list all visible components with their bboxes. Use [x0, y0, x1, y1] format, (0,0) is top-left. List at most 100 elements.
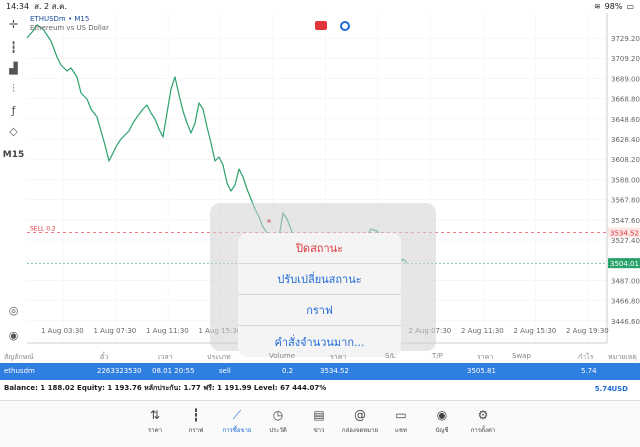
x-tick-label: 2 Aug 15:30 — [514, 327, 557, 335]
sell-quick-button[interactable] — [315, 21, 327, 30]
mailbox-icon: @ — [354, 408, 366, 422]
symbol-label: ETHUSDm • M15 Ethereum vs US Dollar — [30, 15, 109, 32]
sell-price-tag — [608, 227, 640, 238]
row-type: sell — [219, 367, 231, 375]
bar-chart-icon[interactable]: ▟ — [9, 61, 18, 75]
y-tick-label: 3689.00 — [611, 75, 640, 83]
row-open-price: 3534.52 — [320, 367, 349, 375]
x-tick-label: 1 Aug 07:30 — [94, 327, 137, 335]
account-icon: ◉ — [436, 408, 448, 422]
nav-quotes[interactable]: ⇅ ราคา — [135, 407, 175, 435]
symbol-name: ETHUSDm — [30, 15, 66, 23]
y-tick-label: 3527.40 — [611, 237, 640, 245]
bid-price-tag — [608, 258, 640, 269]
objects-icon[interactable]: ◇ — [9, 124, 18, 138]
battery-icon: ▭ — [626, 2, 634, 11]
symbol-description: Ethereum vs US Dollar — [30, 24, 109, 32]
col-profit: กำไร — [578, 353, 594, 361]
y-tick-label: 3567.80 — [611, 197, 640, 205]
nav-label: การซื้อขาย — [222, 427, 252, 434]
trade-table-header: สัญลักษณ์ ตั๋ว เวลา ประเภท Volume ราคา S… — [0, 350, 640, 362]
nav-label: ประวัติ — [269, 427, 287, 434]
col-swap: Swap — [512, 352, 531, 360]
x-tick-label: 1 Aug 03:30 — [41, 327, 84, 335]
indicators-icon[interactable]: ⫶ — [12, 82, 15, 95]
y-tick-label: 3648.60 — [611, 116, 640, 124]
nav-label: แชท — [395, 427, 407, 434]
status-time: 14:34 — [6, 2, 30, 11]
balance-text: Balance: 1 188.02 Equity: 1 193.76 หลักป… — [4, 384, 327, 392]
nav-chat[interactable]: ▭ แชท — [381, 407, 421, 435]
timeframe-button[interactable]: M15 — [2, 150, 25, 160]
status-bar: 14:34 ส. 2 ส.ค. ≋ 98% ▭ — [0, 0, 640, 13]
col-tp: T/P — [432, 352, 443, 360]
quotes-icon: ⇅ — [149, 408, 161, 422]
trade-icon: ⟋ — [232, 408, 242, 422]
y-tick-label: 3547.60 — [611, 217, 640, 225]
nav-account[interactable]: ◉ บัญชี — [422, 407, 462, 435]
battery-level: 98% — [604, 2, 623, 11]
news-icon: ▤ — [313, 408, 325, 422]
symbol-timeframe: M15 — [74, 15, 90, 23]
total-profit: 5.74 — [594, 384, 612, 393]
y-tick-label: 3466.80 — [611, 298, 640, 306]
function-icon[interactable]: ƒ — [11, 103, 16, 117]
history-icon: ◷ — [272, 408, 284, 422]
row-ticket: 2263323530 — [97, 367, 142, 375]
one-click-icon[interactable] — [340, 21, 350, 31]
chat-icon: ▭ — [395, 408, 407, 422]
nav-label: บัญชี — [435, 427, 449, 434]
status-date: ส. 2 ส.ค. — [34, 2, 67, 11]
y-tick-label: 3628.40 — [611, 136, 640, 144]
nav-mailbox[interactable]: @ กล่องจดหมาย — [340, 407, 380, 435]
nav-chart[interactable]: ┇ กราฟ — [176, 407, 216, 435]
currency: USD — [611, 384, 628, 393]
menu-chart[interactable]: กราฟ — [238, 295, 401, 326]
col-time: เวลา — [158, 353, 173, 361]
col-type: ประเภท — [207, 353, 231, 361]
bid-price-label: 3504.01 — [610, 260, 639, 268]
x-tick-label: 2 Aug 11:30 — [461, 327, 504, 335]
y-tick-label: 3709.20 — [611, 55, 640, 63]
row-time: 08.01 20:55 — [152, 367, 195, 375]
nav-label: ข่าว — [313, 427, 325, 434]
y-tick-label: 3729.20 — [611, 35, 640, 43]
x-tick-label: 2 Aug 19:30 — [566, 327, 609, 335]
table-row[interactable]: ethusdm 2263323530 08.01 20:55 sell 0.2 … — [0, 363, 640, 380]
menu-close-position[interactable]: ปิดสถานะ — [238, 233, 401, 264]
row-symbol: ethusdm — [4, 367, 35, 375]
zoom-icon[interactable]: ◎ — [8, 303, 19, 317]
chart-icon: ┇ — [192, 408, 200, 422]
trade-logo-icon[interactable]: ◉ — [8, 328, 19, 342]
nav-settings[interactable]: ⚙ การตั้งค่า — [463, 407, 503, 435]
col-volume: Volume — [269, 352, 296, 360]
nav-label: กล่องจดหมาย — [341, 427, 379, 434]
position-context-menu: ปิดสถานะ ปรับเปลี่ยนสถานะ กราฟ คำสั่งจำน… — [238, 233, 401, 357]
menu-modify-position[interactable]: ปรับเปลี่ยนสถานะ — [238, 264, 401, 295]
sell-price-label: 3534.52 — [610, 230, 639, 238]
sell-level-label: SELL 0.2 — [30, 226, 56, 233]
candles-icon[interactable]: ┇ — [10, 40, 17, 54]
y-tick-label: 3588.00 — [611, 176, 640, 184]
nav-history[interactable]: ◷ ประวัติ — [258, 407, 298, 435]
settings-icon: ⚙ — [477, 408, 489, 422]
col-comment: หมายเหตุ — [608, 353, 637, 361]
nav-label: ราคา — [148, 427, 162, 434]
balance-bar: Balance: 1 188.02 Equity: 1 193.76 หลักป… — [0, 381, 640, 396]
y-tick-label: 3608.20 — [611, 156, 640, 164]
nav-trade[interactable]: ⟋ การซื้อขาย — [217, 407, 257, 435]
crosshair-icon[interactable]: ✛ — [8, 17, 19, 31]
col-sl: S/L — [385, 352, 396, 360]
col-symbol: สัญลักษณ์ — [4, 353, 34, 361]
chart-toolbar: ✛ ┇ ▟ ⫶ ƒ ◇ M15 ◎ ◉ — [0, 13, 27, 343]
y-tick-label: 3487.00 — [611, 277, 640, 285]
wifi-icon: ≋ — [593, 2, 601, 11]
row-volume: 0.2 — [282, 367, 294, 375]
nav-news[interactable]: ▤ ข่าว — [299, 407, 339, 435]
col-current-price: ราคา — [477, 353, 494, 361]
x-tick-label: 1 Aug 11:30 — [146, 327, 189, 335]
menu-bulk-orders[interactable]: คำสั่งจำนวนมาก... — [274, 335, 365, 349]
row-profit: 5.74 — [581, 367, 597, 375]
col-price: ราคา — [330, 353, 347, 361]
nav-label: กราฟ — [188, 427, 204, 434]
